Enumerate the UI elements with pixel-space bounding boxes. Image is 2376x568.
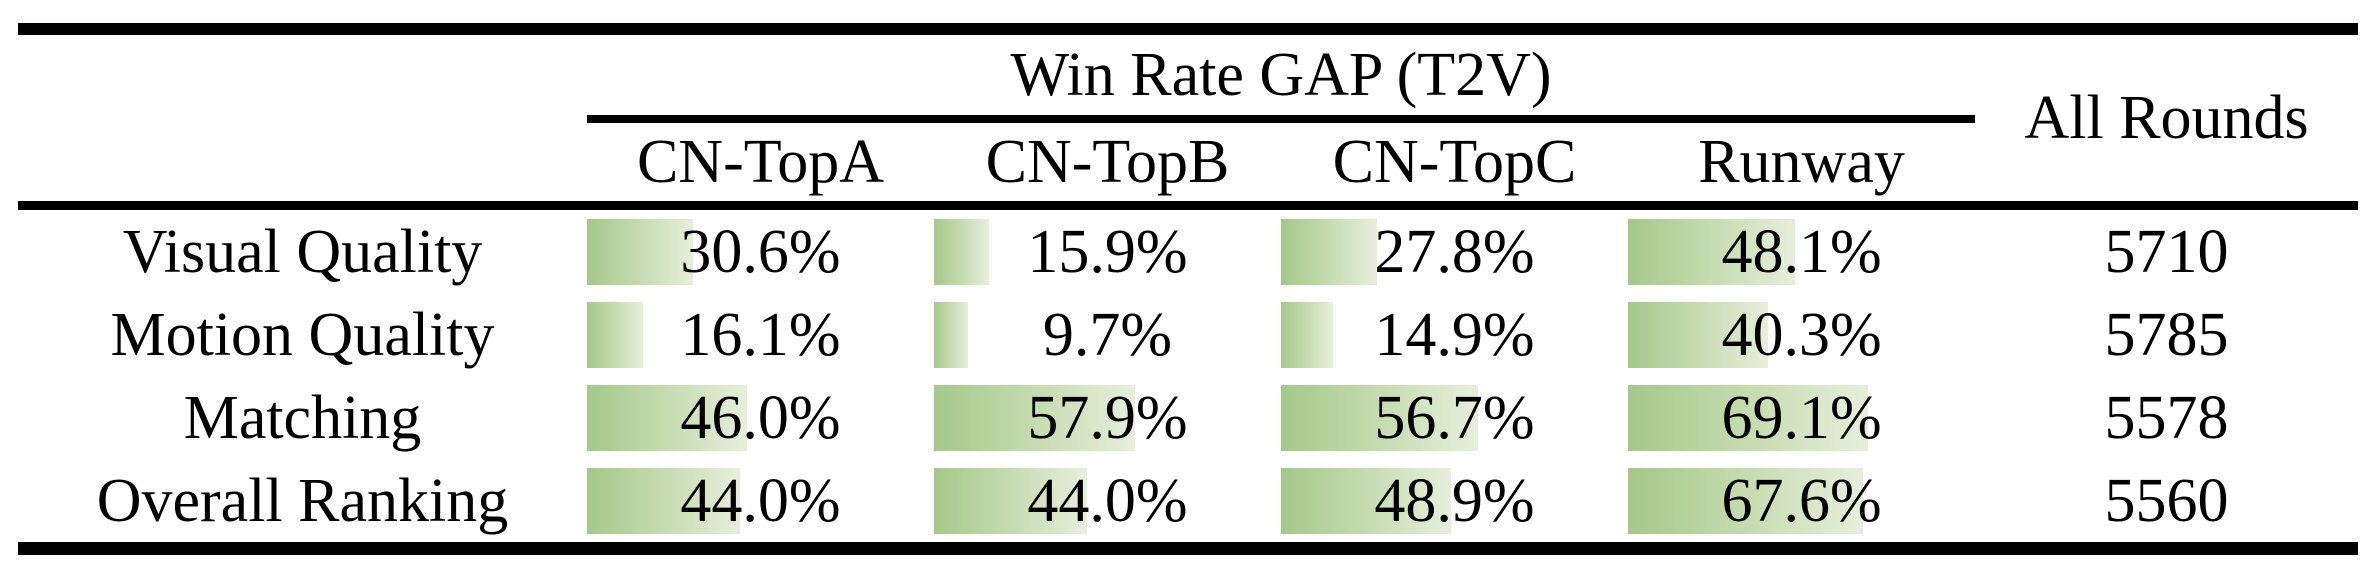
win-rate-cell: 44.0% — [587, 459, 934, 542]
win-rate-cell: 16.1% — [587, 293, 934, 376]
win-rate-bar — [1281, 467, 1451, 534]
win-rate-value: 46.0% — [680, 383, 841, 452]
win-rate-value: 27.8% — [1374, 217, 1535, 286]
win-rate-bar — [587, 467, 740, 534]
win-rate-value: 44.0% — [1027, 466, 1188, 535]
all-rounds-value: 5785 — [2104, 300, 2229, 369]
win-rate-value: 48.9% — [1374, 466, 1535, 535]
table-row-motion-quality: Motion Quality 16.1% 9.7% 14.9% 40.3% — [18, 293, 2358, 376]
win-rate-cell: 30.6% — [587, 210, 934, 293]
win-rate-cell: 56.7% — [1281, 376, 1628, 459]
win-rate-bar — [1628, 467, 1863, 534]
win-rate-cell: 15.9% — [934, 210, 1281, 293]
all-rounds-value: 5578 — [2104, 383, 2229, 452]
win-rate-value: 69.1% — [1721, 383, 1882, 452]
win-rate-cell: 14.9% — [1281, 293, 1628, 376]
row-label: Motion Quality — [110, 300, 495, 369]
column-header-all-rounds: All Rounds — [1975, 35, 2359, 210]
row-label: Matching — [183, 383, 422, 452]
all-rounds-value: 5560 — [2104, 466, 2229, 535]
table-row-visual-quality: Visual Quality 30.6% 15.9% 27.8% 48.1% — [18, 210, 2358, 293]
win-rate-value: 15.9% — [1027, 217, 1188, 286]
header-group-row: Win Rate GAP (T2V) All Rounds — [18, 35, 2359, 210]
header-columns-row: CN-TopA CN-TopB CN-TopC Runway — [18, 123, 2358, 210]
column-header-runway: Runway — [1628, 123, 1976, 210]
results-table: Win Rate GAP (T2V) All Rounds CN-TopA CN… — [18, 23, 2359, 555]
win-rate-bar — [1281, 218, 1378, 285]
win-rate-bar — [934, 301, 968, 368]
win-rate-value: 40.3% — [1721, 300, 1882, 369]
win-rate-cell: 48.9% — [1281, 459, 1628, 542]
win-rate-cell: 46.0% — [587, 376, 934, 459]
win-rate-cell: 9.7% — [934, 293, 1281, 376]
column-header-cn-topc: CN-TopC — [1281, 123, 1628, 210]
win-rate-value: 57.9% — [1027, 383, 1188, 452]
win-rate-bar — [934, 384, 1135, 451]
paper-table-figure: Win Rate GAP (T2V) All Rounds CN-TopA CN… — [18, 23, 2359, 555]
table-row-overall-ranking: Overall Ranking 44.0% 44.0% 48.9% 67.6% — [18, 459, 2358, 542]
all-rounds-value: 5710 — [2104, 217, 2229, 286]
win-rate-value: 30.6% — [680, 217, 841, 286]
win-rate-cell: 44.0% — [934, 459, 1281, 542]
win-rate-bar — [1628, 384, 1868, 451]
group-header-win-rate-gap: Win Rate GAP (T2V) — [587, 35, 1976, 123]
win-rate-bar — [1628, 218, 1795, 285]
win-rate-value: 14.9% — [1374, 300, 1535, 369]
win-rate-cell: 57.9% — [934, 376, 1281, 459]
win-rate-value: 9.7% — [1042, 300, 1173, 369]
row-label: Visual Quality — [122, 217, 483, 286]
win-rate-value: 67.6% — [1721, 466, 1882, 535]
win-rate-cell: 67.6% — [1628, 459, 1975, 542]
win-rate-cell: 27.8% — [1281, 210, 1628, 293]
win-rate-cell: 40.3% — [1628, 293, 1975, 376]
win-rate-bar — [934, 467, 1087, 534]
win-rate-value: 16.1% — [680, 300, 841, 369]
corner-cell — [18, 123, 587, 210]
win-rate-bar — [1281, 384, 1478, 451]
win-rate-bar — [587, 218, 694, 285]
win-rate-bar — [587, 301, 643, 368]
win-rate-bar — [1628, 301, 1768, 368]
win-rate-cell: 48.1% — [1628, 210, 1975, 293]
column-header-cn-topb: CN-TopB — [934, 123, 1281, 210]
win-rate-value: 56.7% — [1374, 383, 1535, 452]
table-header: Win Rate GAP (T2V) All Rounds CN-TopA CN… — [18, 35, 2359, 210]
win-rate-bar — [1281, 301, 1333, 368]
win-rate-bar — [587, 384, 747, 451]
column-header-cn-topa: CN-TopA — [587, 123, 934, 210]
corner-cell — [18, 35, 587, 123]
win-rate-cell: 69.1% — [1628, 376, 1975, 459]
table-row-matching: Matching 46.0% 57.9% 56.7% 69.1% 557 — [18, 376, 2358, 459]
win-rate-value: 48.1% — [1721, 217, 1882, 286]
table-body: Visual Quality 30.6% 15.9% 27.8% 48.1% — [18, 210, 2358, 542]
win-rate-value: 44.0% — [680, 466, 841, 535]
win-rate-bar — [934, 218, 990, 285]
row-label: Overall Ranking — [96, 466, 509, 535]
